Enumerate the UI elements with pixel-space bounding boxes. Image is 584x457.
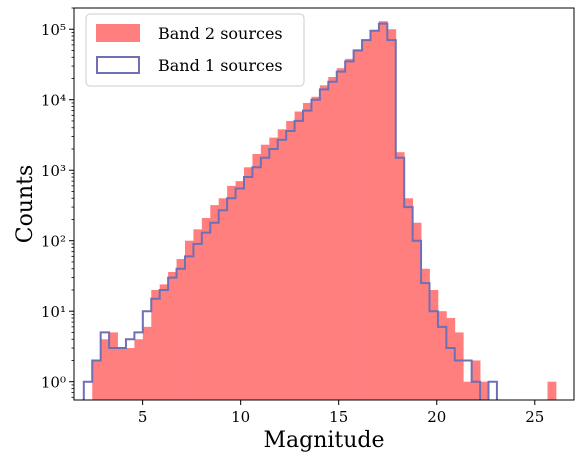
band-2-bar: [159, 284, 169, 400]
band-2-histogram: [92, 21, 557, 401]
band-2-bar: [362, 39, 371, 401]
band-2-bar: [421, 268, 430, 400]
band-2-bar: [454, 332, 464, 400]
band-2-bar: [269, 137, 279, 400]
band-2-bar: [437, 311, 447, 400]
x-tick-label: 5: [138, 408, 148, 426]
x-tick-label: 20: [427, 408, 446, 426]
band-2-bar: [480, 381, 489, 400]
band-2-bar: [244, 167, 253, 400]
band-2-bar: [184, 240, 194, 400]
band-2-bar: [395, 152, 405, 400]
band-2-bar: [92, 360, 102, 400]
band-2-bar: [311, 96, 321, 400]
band-2-bar: [260, 144, 270, 400]
y-tick-label: 10⁴: [41, 92, 66, 110]
y-tick-label: 10²: [41, 233, 66, 251]
y-tick-label: 10³: [41, 162, 66, 180]
y-tick-label: 10⁰: [41, 374, 66, 392]
band-2-bar: [277, 129, 287, 401]
band-2-bar: [117, 348, 127, 400]
band-2-bar: [286, 120, 295, 400]
band-2-bar: [387, 29, 397, 400]
legend: Band 2 sources Band 1 sources: [85, 13, 305, 87]
band-2-bar: [319, 85, 329, 401]
y-axis-label: Counts: [13, 165, 38, 244]
band-2-bar: [218, 198, 228, 400]
band-2-bar: [446, 318, 456, 400]
band-2-bar: [134, 339, 144, 400]
x-axis-label: Magnitude: [263, 428, 384, 453]
legend-label-band-2: Band 2 sources: [158, 24, 283, 43]
band-2-bar: [404, 198, 414, 400]
band-2-bar: [235, 181, 245, 400]
band-2-bar: [252, 153, 262, 400]
band-2-bar: [109, 332, 118, 400]
y-tick-label: 10⁵: [41, 21, 66, 39]
band-2-bar: [125, 348, 135, 400]
band-2-bar: [547, 381, 557, 400]
band-2-bar: [168, 271, 177, 400]
x-tick-label: 15: [329, 408, 348, 426]
legend-label-band-1: Band 1 sources: [158, 56, 283, 75]
band-2-bar: [100, 339, 110, 400]
band-2-bar: [463, 381, 473, 400]
band-2-bar: [353, 49, 363, 400]
band-2-bar: [345, 58, 355, 401]
band-1-histogram-step: [82, 22, 498, 400]
band-2-bar: [193, 229, 203, 400]
band-2-bar: [429, 289, 439, 400]
band-2-bar: [370, 29, 380, 401]
band-2-bar: [336, 68, 346, 400]
x-tick-label: 25: [525, 408, 544, 426]
band-2-bar: [176, 259, 186, 400]
band-2-bar: [378, 21, 388, 401]
band-2-bar: [151, 289, 161, 400]
legend-box: [85, 13, 305, 87]
x-tick-label: 10: [231, 408, 250, 426]
band-2-bar: [210, 205, 220, 400]
band-2-bar: [303, 102, 312, 401]
band-2-bar: [471, 360, 481, 400]
band-2-bar: [328, 77, 338, 400]
y-tick-label: 10¹: [41, 303, 66, 321]
band-2-bar: [412, 222, 422, 400]
plot-frame: [73, 7, 575, 401]
band-2-bar: [142, 326, 152, 400]
x-axis-ticks: 5 10 15 20 25: [138, 400, 544, 426]
band-2-bar: [227, 185, 236, 400]
band-2-bar: [201, 217, 211, 400]
legend-swatch-band-2: [96, 24, 140, 42]
band-2-bar: [294, 111, 304, 400]
legend-swatch-band-1: [96, 56, 140, 74]
y-axis-ticks: 10⁰ 10¹ 10² 10³ 10⁴ 10⁵: [41, 7, 74, 398]
